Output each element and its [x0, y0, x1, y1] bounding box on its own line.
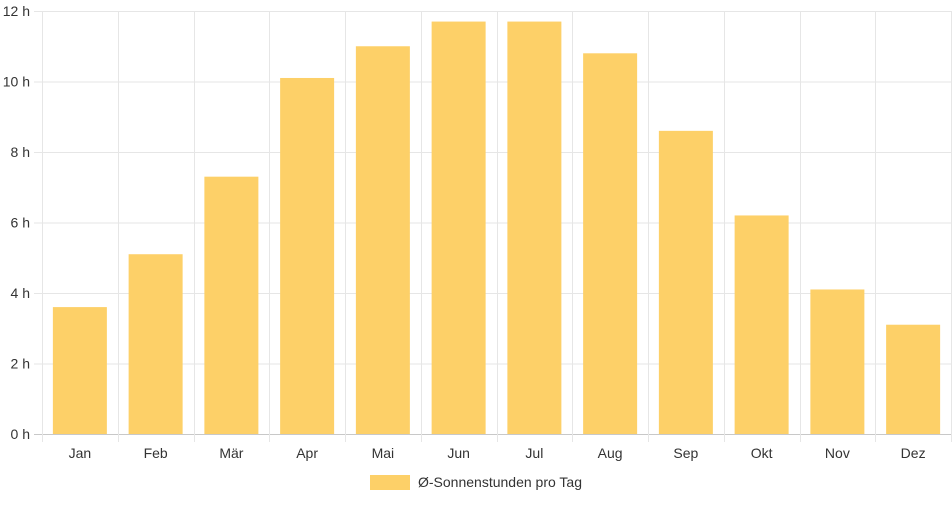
bar[interactable] [583, 53, 638, 435]
legend[interactable]: Ø-Sonnenstunden pro Tag [370, 474, 582, 490]
y-tick-label: 10 h [3, 74, 30, 90]
x-tick-label: Jun [447, 445, 470, 461]
bar[interactable] [734, 215, 789, 434]
x-tick-label: Aug [598, 445, 623, 461]
bar[interactable] [507, 21, 562, 434]
x-tick-label: Mai [372, 445, 395, 461]
x-tick-label: Dez [901, 445, 926, 461]
bar[interactable] [431, 21, 486, 434]
x-tick-label: Apr [296, 445, 318, 461]
bar[interactable] [52, 307, 107, 434]
y-tick-label: 12 h [3, 3, 30, 19]
legend-label[interactable]: Ø-Sonnenstunden pro Tag [418, 474, 582, 490]
y-tick-label: 8 h [11, 144, 30, 160]
x-tick-label: Jul [525, 445, 543, 461]
x-tick-label: Sep [673, 445, 698, 461]
bar[interactable] [810, 289, 865, 434]
grid [34, 11, 952, 442]
bar[interactable] [280, 77, 335, 434]
y-tick-label: 6 h [11, 215, 30, 231]
bar[interactable] [204, 176, 259, 435]
bar[interactable] [355, 46, 410, 434]
x-tick-label: Nov [825, 445, 850, 461]
y-tick-label: 4 h [11, 285, 30, 301]
axes: 0 h 2 h 4 h 6 h 8 h 10 h 12 h Jan Feb Mär Apr Mai Ju… [3, 3, 926, 461]
y-tick-label: 0 h [11, 426, 30, 442]
bar[interactable] [128, 254, 183, 434]
x-tick-label: Feb [144, 445, 168, 461]
bars [52, 21, 941, 435]
x-tick-label: Okt [751, 445, 773, 461]
y-tick-label: 2 h [11, 356, 30, 372]
x-tick-label: Jan [69, 445, 92, 461]
bar[interactable] [658, 130, 713, 434]
bar[interactable] [886, 324, 941, 434]
x-tick-label: Mär [219, 445, 243, 461]
legend-swatch[interactable] [370, 475, 410, 490]
